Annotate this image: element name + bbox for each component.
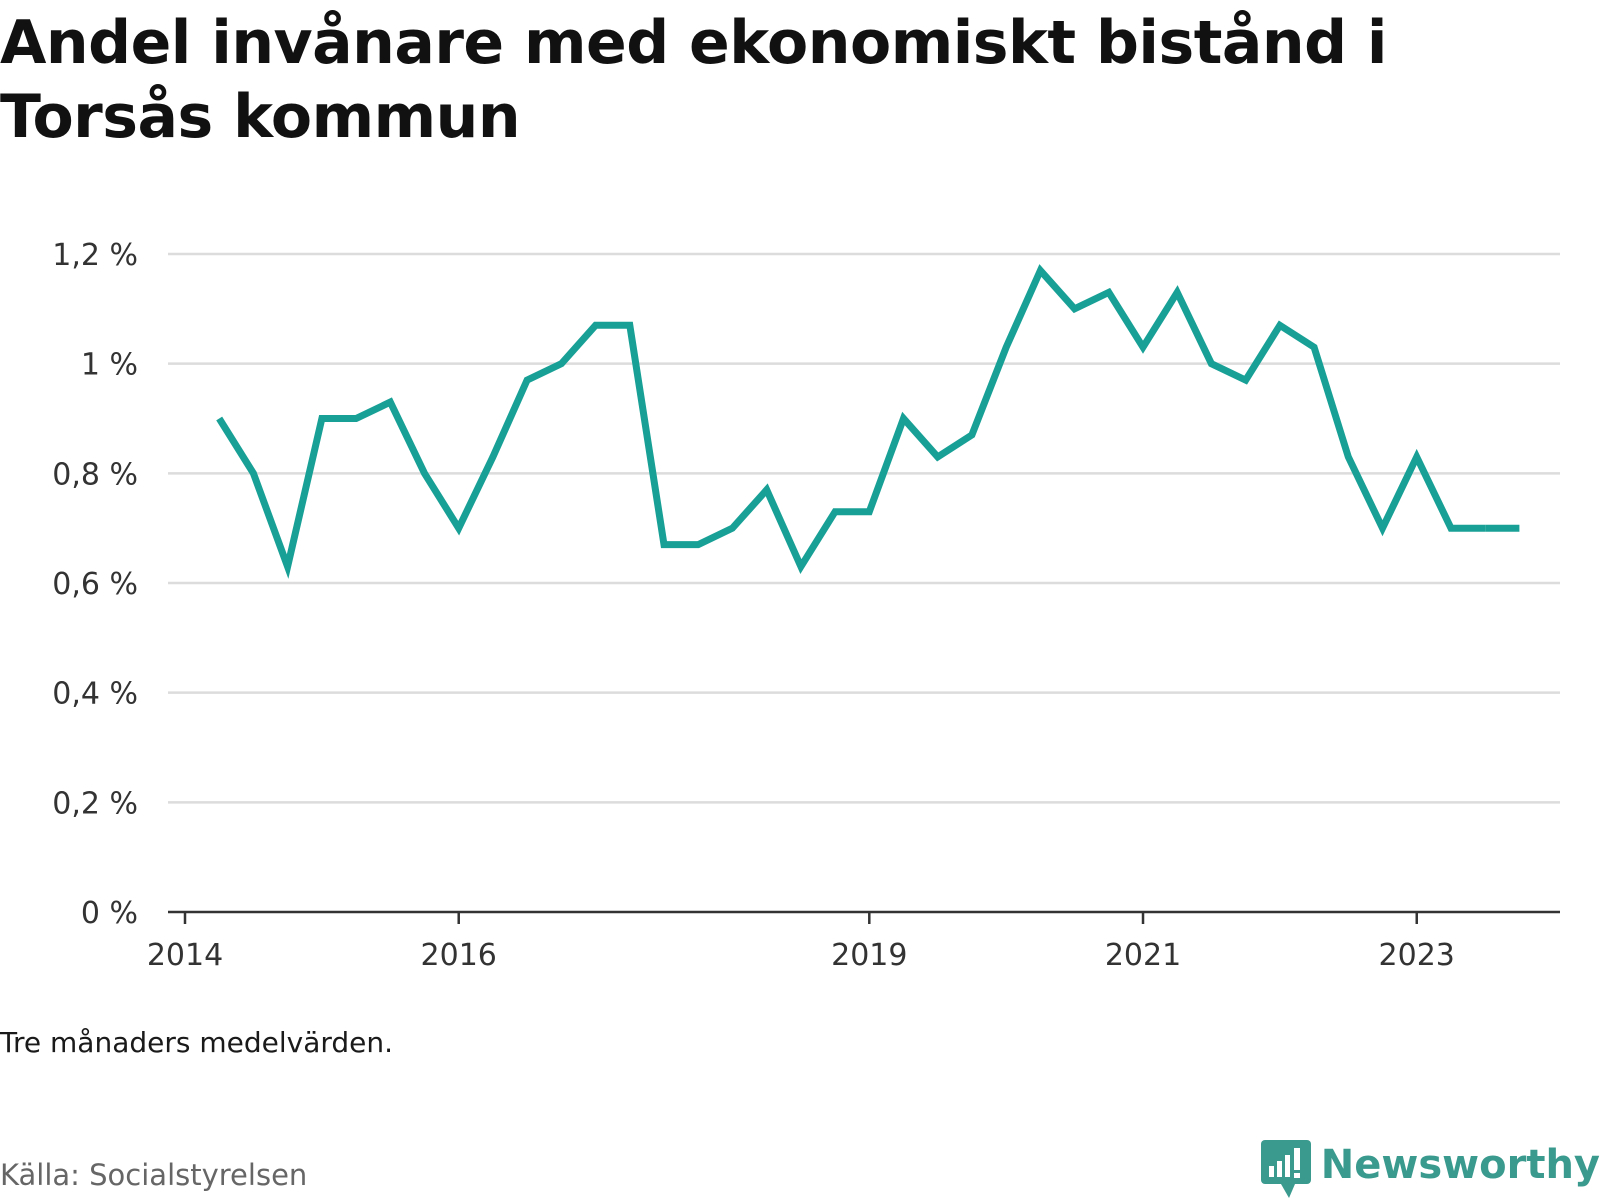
- y-tick-label: 1,2 %: [52, 238, 138, 273]
- gridlines: [168, 252, 1560, 804]
- source-credit: Källa: Socialstyrelsen: [0, 1158, 308, 1192]
- y-tick-label: 0,4 %: [52, 677, 138, 712]
- x-tick-label: 2016: [421, 938, 497, 973]
- chart-title-line-1: Andel invånare med ekonomiskt bistånd i: [0, 8, 1387, 78]
- newsworthy-brand[interactable]: Newsworthy: [1260, 1140, 1600, 1200]
- y-tick-label: 1 %: [81, 348, 138, 383]
- y-tick-label: 0,2 %: [52, 786, 138, 821]
- chart-title-line-2: Torsås kommun: [0, 82, 521, 152]
- brand-name: Newsworthy: [1320, 1142, 1600, 1188]
- y-tick-label: 0,8 %: [52, 457, 138, 492]
- y-axis-tick-labels: 0 % 0,2 % 0,4 % 0,6 % 0,8 % 1 % 1,2 %: [52, 238, 138, 931]
- x-axis: 2014 2016 2019 2021 2023: [147, 910, 1560, 973]
- x-tick-label: 2023: [1379, 938, 1455, 973]
- chart-note: Tre månaders medelvärden.: [0, 1026, 394, 1059]
- y-tick-label: 0 %: [81, 896, 138, 931]
- series-line: [216, 264, 1486, 579]
- y-tick-label: 0,6 %: [52, 567, 138, 602]
- data-series: [216, 264, 1520, 579]
- x-tick-label: 2014: [147, 938, 223, 973]
- x-tick-label: 2019: [831, 938, 907, 973]
- chart-title: Andel invånare med ekonomiskt bistånd i …: [0, 6, 1590, 154]
- line-chart: 0 % 0,2 % 0,4 % 0,6 % 0,8 % 1 % 1,2 % 2014 2016…: [52, 238, 1560, 973]
- x-tick-label: 2021: [1105, 938, 1181, 973]
- newsworthy-logo-icon: [1260, 1140, 1311, 1198]
